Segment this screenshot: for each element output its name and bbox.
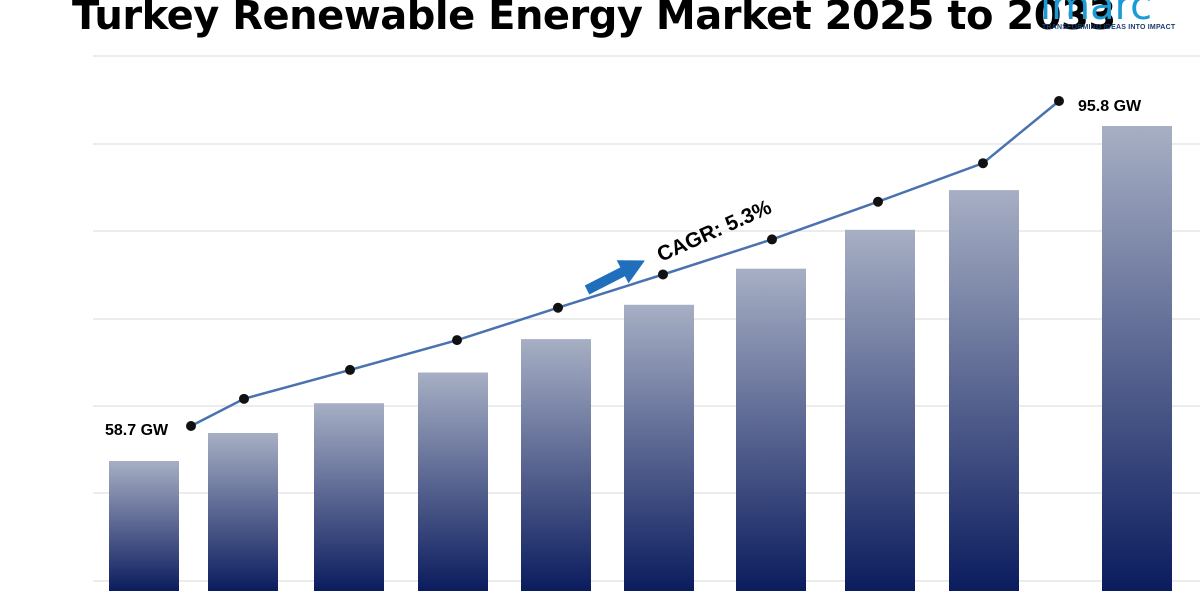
bar	[314, 403, 384, 591]
trend-point	[873, 196, 883, 207]
chart-title: Turkey Renewable Energy Market 2025 to 2…	[72, 0, 1116, 39]
trend-line	[190, 100, 1060, 428]
bar	[736, 268, 806, 591]
trend-point	[767, 234, 777, 245]
bars	[109, 126, 1172, 591]
bar	[521, 339, 591, 591]
trend-point	[553, 302, 563, 313]
trend-line-layer	[186, 96, 1064, 431]
cagr-arrow	[584, 260, 645, 295]
trend-point	[658, 269, 668, 280]
logo-tagline: TRANSFORMING IDEAS INTO IMPACT	[1042, 24, 1176, 31]
bar	[845, 229, 915, 591]
trend-point	[345, 364, 355, 375]
bar	[418, 372, 488, 591]
trend-point	[978, 158, 988, 169]
trend-point	[239, 393, 249, 404]
bar	[208, 433, 278, 591]
bar	[109, 461, 179, 591]
bar	[624, 304, 694, 591]
imarc-logo: imarc TRANSFORMING IDEAS INTO IMPACT	[1040, 0, 1200, 38]
logo-wordmark: imarc	[1040, 0, 1153, 29]
bar	[949, 190, 1019, 591]
bar	[1102, 126, 1172, 591]
cagr-arrow-layer	[584, 260, 645, 295]
trend-point	[452, 335, 462, 346]
end-value-label: 95.8 GW	[1078, 98, 1142, 115]
trend-point	[1054, 96, 1064, 106]
trend-point	[186, 421, 196, 431]
start-value-label: 58.7 GW	[105, 422, 169, 439]
